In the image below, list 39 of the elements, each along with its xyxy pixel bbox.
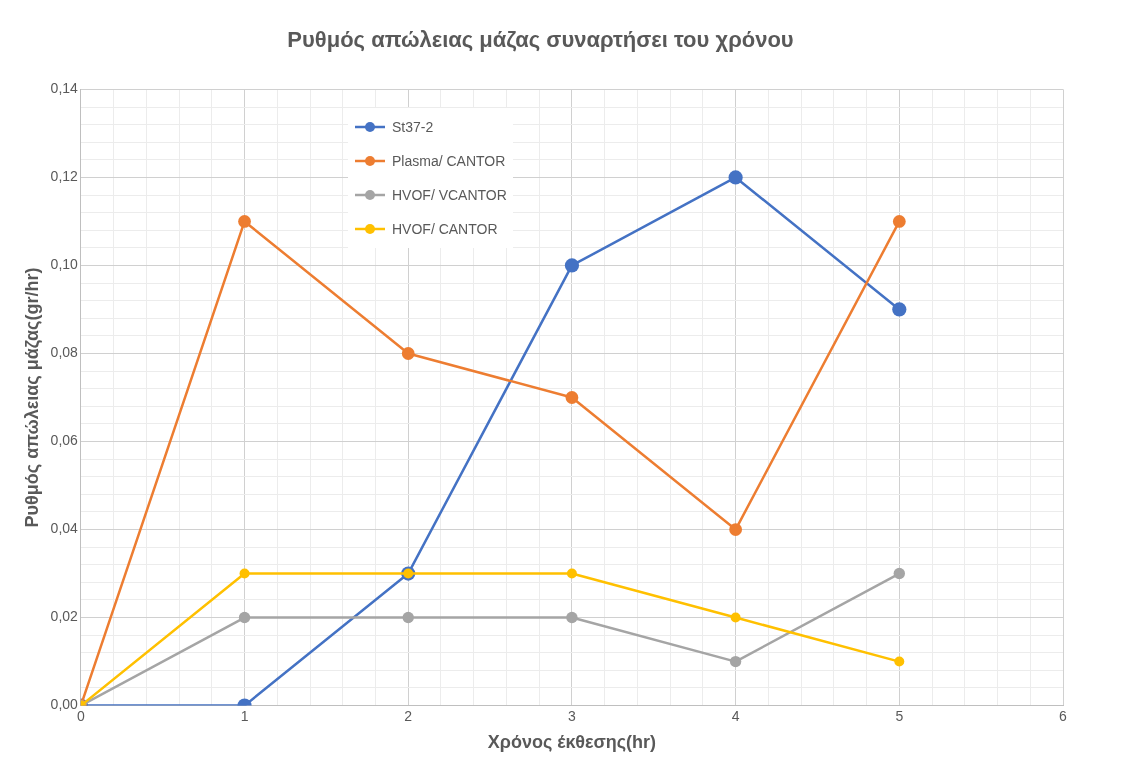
- y-tick-label: 0,08: [50, 344, 79, 361]
- point: [564, 258, 580, 273]
- y-tick-label: 0,14: [50, 80, 79, 97]
- point: [402, 611, 414, 624]
- y-tick-label: 0,00: [50, 696, 79, 713]
- y-tick-label: 0,02: [50, 608, 79, 625]
- point: [892, 302, 907, 317]
- legend-label: Plasma/ CANTOR: [392, 153, 506, 169]
- y-tick-label: 0,10: [50, 256, 79, 273]
- point: [401, 347, 415, 360]
- point: [894, 656, 905, 667]
- legend-label: HVOF/ CANTOR: [392, 221, 498, 237]
- point: [893, 567, 906, 580]
- x-tick-label: 4: [731, 707, 740, 724]
- point: [892, 215, 906, 228]
- y-axis-title: Ρυθμός απώλειας μάζας(gr/hr): [21, 267, 43, 528]
- y-tick-label: 0,06: [50, 432, 79, 449]
- chart-title: Ρυθμός απώλειας μάζας συναρτήσει του χρόνου: [287, 27, 794, 53]
- point: [565, 391, 579, 404]
- point: [729, 655, 742, 668]
- legend-label: HVOF/ VCANTOR: [392, 187, 507, 203]
- point: [730, 612, 741, 623]
- point: [238, 611, 251, 624]
- point: [566, 568, 577, 579]
- point: [238, 215, 251, 228]
- x-tick-label: 3: [568, 707, 577, 724]
- x-tick-label: 5: [895, 707, 904, 724]
- x-tick-label: 0: [76, 707, 85, 724]
- point: [239, 568, 250, 579]
- point: [566, 611, 578, 624]
- legend-label: St37-2: [392, 119, 434, 135]
- y-tick-label: 0,12: [50, 168, 79, 185]
- x-tick-label: 6: [1059, 707, 1068, 724]
- x-tick-label: 1: [240, 707, 249, 724]
- y-tick-label: 0,04: [50, 520, 79, 537]
- point: [728, 170, 743, 185]
- x-axis-title: Χρόνος έκθεσης(hr): [487, 732, 657, 753]
- point: [729, 523, 743, 536]
- x-tick-label: 2: [404, 707, 413, 724]
